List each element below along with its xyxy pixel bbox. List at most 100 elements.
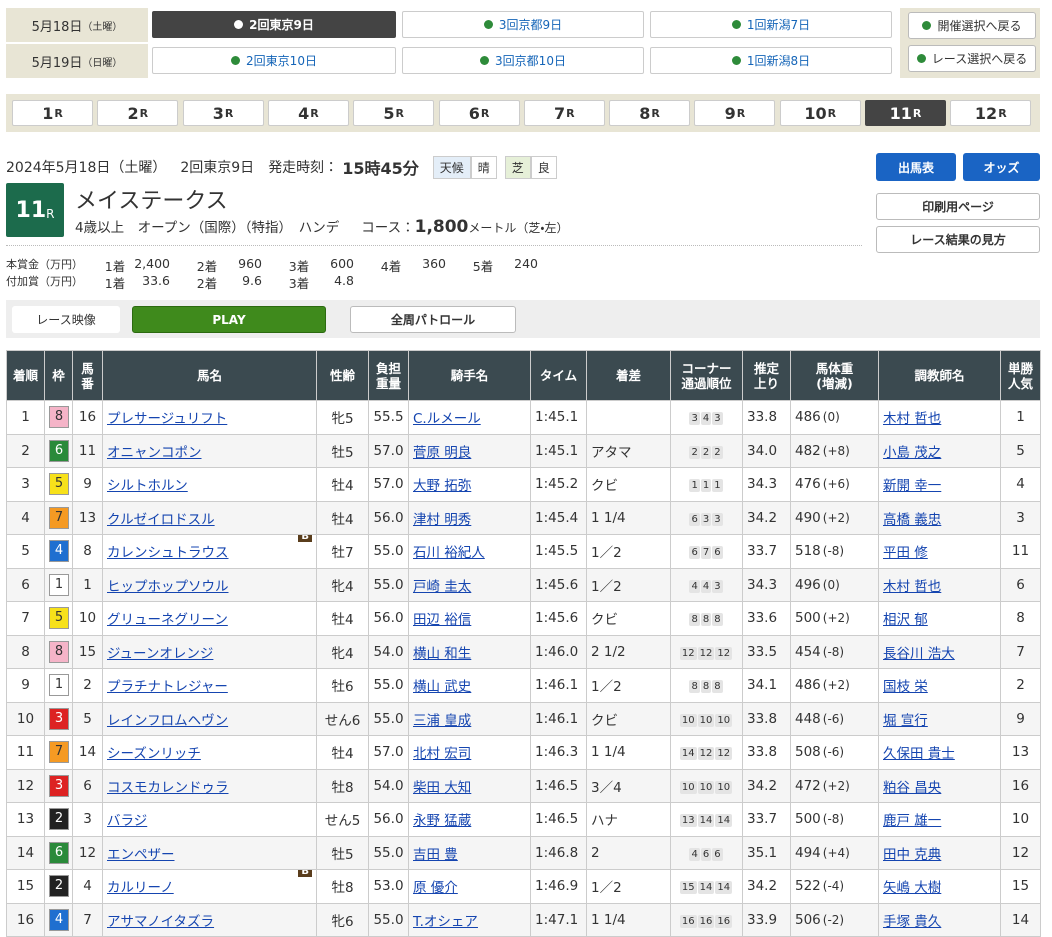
meeting-button[interactable]: 2回東京9日 bbox=[152, 11, 396, 38]
horse-cell: カルリーノ B bbox=[102, 869, 317, 904]
trainer[interactable]: 木村 哲也 bbox=[883, 411, 942, 428]
horse-name[interactable]: ヒップホップソウル bbox=[107, 578, 229, 595]
jockey[interactable]: 津村 明秀 bbox=[413, 511, 472, 528]
trainer[interactable]: 粕谷 昌央 bbox=[883, 779, 942, 796]
race-tab[interactable]: 11 R bbox=[865, 100, 946, 126]
corner: 2 bbox=[712, 445, 723, 459]
jockey[interactable]: 田辺 裕信 bbox=[413, 612, 472, 629]
trainer[interactable]: 久保田 貴士 bbox=[883, 746, 955, 763]
weight-change: (+2) bbox=[822, 778, 850, 793]
trainer[interactable]: 高橋 義忠 bbox=[883, 511, 942, 528]
print-button[interactable]: 印刷用ページ bbox=[876, 193, 1040, 220]
distance: 1,800 bbox=[414, 217, 469, 237]
popularity: 4 bbox=[1000, 467, 1041, 502]
jockey[interactable]: 吉田 豊 bbox=[413, 846, 458, 863]
trainer[interactable]: 相沢 郁 bbox=[883, 612, 928, 629]
horse-name[interactable]: カレンシュトラウス bbox=[107, 545, 229, 562]
horse-name[interactable]: カルリーノ bbox=[107, 880, 174, 897]
horse-name[interactable]: エンペザー bbox=[107, 846, 175, 863]
jockey[interactable]: C.ルメール bbox=[413, 411, 481, 428]
sex-age: 牡6 bbox=[316, 668, 369, 703]
corners: 13 14 14 bbox=[670, 802, 743, 837]
horse-name[interactable]: シルトホルン bbox=[107, 478, 188, 495]
trainer[interactable]: 平田 修 bbox=[883, 545, 928, 562]
header-text: 推定 bbox=[753, 360, 779, 376]
race-tab[interactable]: 12 R bbox=[950, 100, 1032, 126]
trainer[interactable]: 堀 宣行 bbox=[883, 712, 928, 729]
horse-name[interactable]: ジューンオレンジ bbox=[107, 645, 214, 662]
race-tab[interactable]: 10 R bbox=[779, 100, 861, 126]
meeting-button[interactable]: 1回新潟7日 bbox=[650, 11, 892, 38]
horse-name[interactable]: コスモカレンドゥラ bbox=[107, 779, 229, 796]
play-button[interactable]: PLAY bbox=[132, 306, 326, 333]
horse-name[interactable]: グリューネグリーン bbox=[107, 612, 228, 629]
back-button[interactable]: 開催選択へ戻る bbox=[908, 12, 1036, 39]
jockey[interactable]: 横山 武史 bbox=[413, 679, 472, 696]
header-text: 人気 bbox=[1007, 375, 1033, 391]
back-button[interactable]: レース選択へ戻る bbox=[908, 45, 1036, 72]
jockey[interactable]: T.オシェア bbox=[413, 913, 478, 930]
trainer[interactable]: 新開 幸一 bbox=[883, 478, 942, 495]
weight-change: (-8) bbox=[822, 644, 845, 659]
jockey[interactable]: 北村 宏司 bbox=[413, 746, 472, 763]
corner: 12 bbox=[697, 747, 715, 761]
guide-button[interactable]: レース結果の見方 bbox=[876, 226, 1040, 253]
result-row: 13 2 3 バラジ せん5 56.0 永野 猛蔵 1:46.5 ハナ 13 14 14 33.7 500… bbox=[6, 802, 1041, 837]
trainer[interactable]: 小島 茂之 bbox=[883, 444, 942, 461]
jockey[interactable]: 原 優介 bbox=[413, 880, 458, 897]
jockey[interactable]: 横山 和生 bbox=[413, 645, 472, 662]
header-cell: コーナー 通過順位 bbox=[670, 350, 743, 401]
body-weight-cell: 448 (-6) bbox=[790, 701, 879, 736]
jockey[interactable]: 戸崎 圭太 bbox=[413, 578, 472, 595]
trainer[interactable]: 木村 哲也 bbox=[883, 578, 942, 595]
margin: アタマ bbox=[586, 433, 671, 468]
trainer[interactable]: 鹿戸 雄一 bbox=[883, 813, 942, 830]
waku: 4 bbox=[49, 908, 69, 931]
horse-name[interactable]: シーズンリッチ bbox=[107, 746, 201, 763]
jockey[interactable]: 大野 拓弥 bbox=[413, 478, 472, 495]
place: 13 bbox=[6, 802, 45, 837]
horse-name[interactable]: オニャンコポン bbox=[107, 444, 202, 461]
sex-age: 牡5 bbox=[316, 835, 369, 870]
body-weight: 490 bbox=[795, 509, 821, 526]
horse-name[interactable]: クルゼイロドスル bbox=[107, 511, 215, 528]
trainer[interactable]: 矢嶋 大樹 bbox=[883, 880, 942, 897]
jockey[interactable]: 三浦 皇成 bbox=[413, 712, 472, 729]
horse-name[interactable]: プラチナトレジャー bbox=[107, 679, 228, 696]
meeting-button[interactable]: 3回京都10日 bbox=[402, 47, 644, 74]
last-3f: 33.7 bbox=[742, 802, 791, 837]
jockey[interactable]: 永野 猛蔵 bbox=[413, 813, 472, 830]
weight-change: (+8) bbox=[822, 443, 850, 458]
horse-cell: コスモカレンドゥラ bbox=[102, 768, 317, 803]
trainer[interactable]: 長谷川 浩大 bbox=[883, 645, 955, 662]
trainer[interactable]: 手塚 貴久 bbox=[883, 913, 942, 930]
header-text: 通過順位 bbox=[681, 375, 732, 391]
corner: 4 bbox=[700, 412, 712, 426]
meeting-button[interactable]: 1回新潟8日 bbox=[650, 47, 892, 74]
jockey[interactable]: 菅原 明良 bbox=[413, 444, 472, 461]
odds-button[interactable]: オッズ bbox=[963, 153, 1040, 181]
entries-button[interactable]: 出馬表 bbox=[876, 153, 956, 181]
trainer[interactable]: 田中 克典 bbox=[883, 846, 942, 863]
jockey[interactable]: 柴田 大知 bbox=[413, 779, 472, 796]
horse-name[interactable]: レインフロムヘヴン bbox=[107, 712, 229, 729]
meeting-button[interactable]: 2回東京10日 bbox=[152, 47, 396, 74]
horse-name[interactable]: プレサージュリフト bbox=[107, 411, 228, 428]
corner: 8 bbox=[700, 680, 712, 694]
jockey[interactable]: 石川 裕紀人 bbox=[413, 545, 485, 562]
horse-name[interactable]: バラジ bbox=[107, 813, 148, 830]
meeting-button[interactable]: 3回京都9日 bbox=[402, 11, 644, 38]
trainer[interactable]: 国枝 栄 bbox=[883, 679, 928, 696]
patrol-button[interactable]: 全周パトロール bbox=[350, 306, 516, 333]
horse-name[interactable]: アサマノイタズラ bbox=[107, 913, 215, 930]
